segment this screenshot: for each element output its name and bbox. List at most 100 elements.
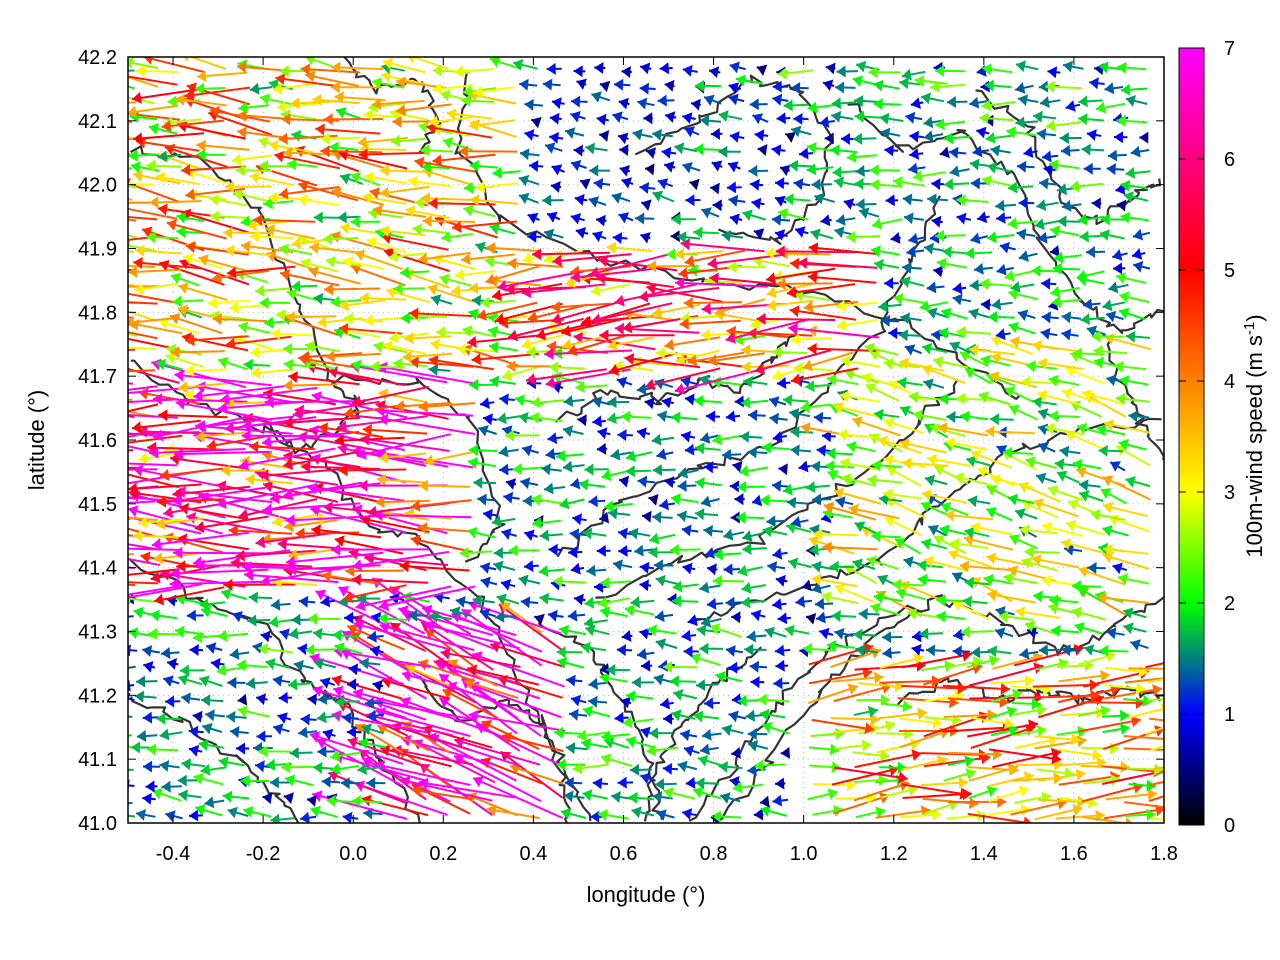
wind-arrow-head: [703, 524, 713, 537]
wind-arrow-head: [657, 178, 669, 190]
x-tick-label: -0.2: [246, 843, 280, 865]
wind-arrow-shaft: [228, 529, 293, 535]
wind-arrow-head: [297, 643, 308, 656]
wind-arrow-head: [640, 772, 651, 785]
wind-arrow-head: [879, 112, 890, 125]
wind-arrow-head: [471, 353, 482, 366]
wind-arrow-head: [771, 144, 782, 157]
wind-arrow-shaft: [249, 445, 315, 451]
wind-arrow-head: [900, 276, 911, 288]
wind-arrow-head: [736, 511, 746, 524]
wind-arrow-head: [1039, 177, 1049, 190]
wind-arrow-head: [1100, 488, 1112, 499]
wind-arrow-shaft: [707, 253, 790, 266]
wind-arrow-shaft: [428, 202, 496, 206]
wind-arrow-head: [827, 788, 838, 800]
wind-arrow-head: [307, 794, 317, 807]
wind-arrow-head: [185, 188, 195, 201]
wind-arrow-head: [912, 170, 923, 182]
wind-arrow-head: [944, 178, 954, 191]
wind-arrow-shaft: [417, 661, 476, 682]
wind-arrow-head: [902, 261, 912, 274]
wind-arrow-head: [1043, 163, 1054, 176]
wind-arrow-head: [1120, 761, 1130, 773]
wind-arrow-head: [342, 811, 353, 823]
wind-arrow-head: [630, 596, 640, 609]
wind-arrow-shaft: [969, 696, 1044, 700]
wind-arrow-head: [788, 322, 798, 335]
wind-arrow-head: [321, 570, 332, 583]
wind-arrow-head: [338, 322, 349, 335]
wind-arrow-head: [244, 569, 254, 582]
wind-arrow-head: [226, 710, 236, 723]
wind-arrow-head: [911, 644, 922, 656]
wind-arrow-head: [624, 604, 635, 617]
wind-arrow-head: [260, 574, 271, 587]
wind-arrow-head: [79, 207, 89, 219]
wind-arrow-shaft: [158, 413, 228, 419]
wind-arrow-head: [103, 403, 113, 415]
wind-arrow-head: [625, 465, 635, 478]
wind-arrow-head: [969, 279, 979, 292]
wind-arrow-head: [766, 272, 776, 285]
wind-arrow-head: [728, 161, 739, 173]
wind-arrow-head: [363, 109, 374, 121]
wind-arrow-head: [893, 293, 904, 305]
wind-arrow-head: [923, 378, 934, 390]
wind-arrow-head: [186, 609, 196, 622]
wind-arrow-head: [128, 505, 139, 517]
wind-arrow-head: [477, 493, 487, 506]
wind-arrow-head: [532, 517, 542, 529]
wind-arrow-head: [883, 488, 893, 501]
wind-arrow-head: [56, 451, 66, 463]
wind-arrow-head: [1052, 262, 1062, 275]
wind-arrow-head: [340, 173, 351, 185]
wind-arrow-head: [262, 436, 272, 448]
wind-arrow-shaft: [831, 767, 899, 786]
wind-arrow-head: [1095, 101, 1106, 114]
x-tick-label: 0.2: [429, 843, 457, 865]
wind-arrow-head: [1079, 490, 1090, 502]
wind-arrow-head: [454, 268, 465, 281]
wind-arrow-head: [455, 596, 466, 608]
wind-arrow-head: [564, 776, 574, 789]
wind-arrow-head: [161, 647, 171, 659]
wind-arrow-head: [258, 643, 268, 656]
wind-arrow-head: [364, 697, 375, 709]
wind-arrow-head: [790, 257, 800, 270]
wind-arrow-head: [576, 78, 587, 90]
wind-arrow-head: [873, 98, 883, 111]
wind-arrow-head: [521, 338, 532, 350]
wind-arrow-head: [352, 559, 363, 572]
wind-arrow-head: [840, 355, 851, 368]
wind-arrow-shaft: [128, 814, 136, 818]
wind-arrow-head: [855, 198, 865, 211]
wind-arrow-head: [1041, 575, 1052, 587]
wind-arrow-head: [260, 630, 271, 643]
wind-arrow-shaft: [409, 312, 476, 318]
wind-arrow-shaft: [376, 451, 474, 469]
wind-arrow-head: [977, 466, 989, 478]
wind-arrow-head: [250, 230, 260, 243]
wind-arrow-head: [970, 232, 981, 245]
wind-arrow-head: [499, 393, 509, 406]
wind-arrow-head: [784, 193, 794, 206]
wind-arrow-head: [657, 410, 668, 423]
wind-arrow-head: [220, 393, 230, 405]
wind-arrow-head: [900, 405, 911, 417]
wind-arrow-head: [358, 479, 368, 492]
wind-arrow-head: [350, 215, 360, 228]
wind-arrow-head: [255, 760, 265, 773]
wind-arrow-shaft: [411, 788, 473, 801]
wind-arrow-head: [498, 445, 509, 458]
wind-arrow-head: [871, 459, 881, 472]
wind-arrow-shaft: [646, 286, 723, 303]
wind-arrow-head: [320, 145, 330, 158]
wind-arrow-head: [176, 211, 187, 224]
wind-arrow-head: [135, 244, 145, 257]
wind-arrow-head: [262, 503, 273, 516]
wind-arrow-head: [223, 578, 233, 591]
wind-arrow-head: [178, 674, 189, 686]
wind-arrow-shaft: [967, 812, 1033, 823]
wind-arrow-head: [539, 529, 550, 542]
